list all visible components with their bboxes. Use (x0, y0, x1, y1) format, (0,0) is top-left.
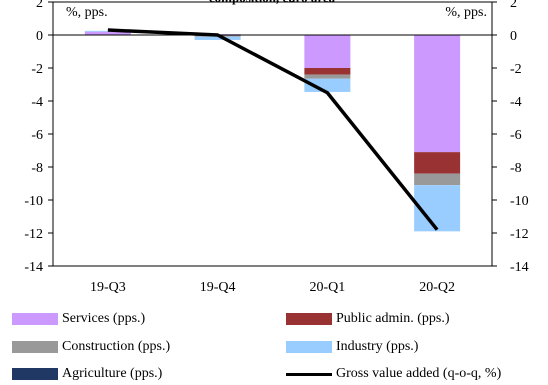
legend-item-public-admin: Public admin. (pps.) (286, 308, 450, 330)
bar-services-2 (304, 35, 350, 68)
legend-item-agriculture: Agriculture (pps.) (12, 363, 162, 385)
left-unit-label: %, pps. (66, 5, 108, 20)
y-tick-label-right: 2 (510, 0, 517, 11)
y-tick-label-right: -12 (510, 227, 529, 242)
y-tick-label-left: -8 (31, 161, 43, 176)
legend-swatch-agriculture (12, 368, 58, 380)
bar-construction-2 (304, 75, 350, 79)
x-tick-label: 19-Q4 (200, 280, 236, 295)
legend-item-gva: Gross value added (q-o-q, %) (286, 363, 501, 385)
bar-construction-3 (414, 174, 460, 186)
y-tick-label-right: -6 (510, 128, 522, 143)
y-tick-label-left: -10 (24, 194, 43, 209)
legend-swatch-public-admin (286, 313, 332, 325)
bar-public-2 (304, 68, 350, 75)
y-tick-label-left: 0 (36, 29, 43, 44)
chart: 2 2 0 0 -2 -2 -4 -4 -6 -6 -8 -8 -10 -10 -12 -12 -14 -14 19… (0, 0, 548, 305)
legend-item-services: Services (pps.) (12, 308, 145, 330)
legend-label-agriculture: Agriculture (pps.) (62, 366, 162, 382)
y-tick-label-right: -8 (510, 161, 522, 176)
bar-public-3 (414, 152, 460, 173)
y-tick-label-right: -10 (510, 194, 529, 209)
bar-services-3 (414, 35, 460, 152)
y-tick-label-right: -2 (510, 62, 522, 77)
legend-swatch-gva (286, 373, 332, 376)
legend-label-industry: Industry (pps.) (336, 339, 418, 355)
y-tick-label-right: 0 (510, 29, 517, 44)
legend-swatch-industry (286, 341, 332, 353)
legend-item-industry: Industry (pps.) (286, 336, 418, 358)
x-tick-label: 20-Q2 (419, 280, 455, 295)
y-tick-label-left: -14 (24, 260, 43, 275)
legend-label-public-admin: Public admin. (pps.) (336, 311, 450, 327)
y-tick-label-left: -4 (31, 95, 43, 110)
x-tick-label: 19-Q3 (90, 280, 126, 295)
x-tick-label: 20-Q1 (309, 280, 345, 295)
legend: Services (pps.) Public admin. (pps.) Con… (0, 305, 548, 383)
bar-industry-1 (195, 37, 241, 40)
legend-label-gva: Gross value added (q-o-q, %) (336, 366, 501, 382)
legend-label-services: Services (pps.) (62, 311, 145, 327)
chart-title: composition, euro area (209, 0, 336, 5)
gva-line (108, 30, 437, 230)
legend-label-construction: Construction (pps.) (62, 339, 170, 355)
y-tick-label-right: -4 (510, 95, 522, 110)
y-tick-label-left: -12 (24, 227, 43, 242)
right-unit-label: %, pps. (445, 5, 487, 20)
legend-swatch-construction (12, 341, 58, 353)
y-tick-label-left: -2 (31, 62, 43, 77)
y-tick-label-right: -14 (510, 260, 529, 275)
legend-item-construction: Construction (pps.) (12, 336, 170, 358)
legend-swatch-services (12, 313, 58, 325)
y-tick-label-left: -6 (31, 128, 43, 143)
y-tick-label-left: 2 (36, 0, 43, 11)
